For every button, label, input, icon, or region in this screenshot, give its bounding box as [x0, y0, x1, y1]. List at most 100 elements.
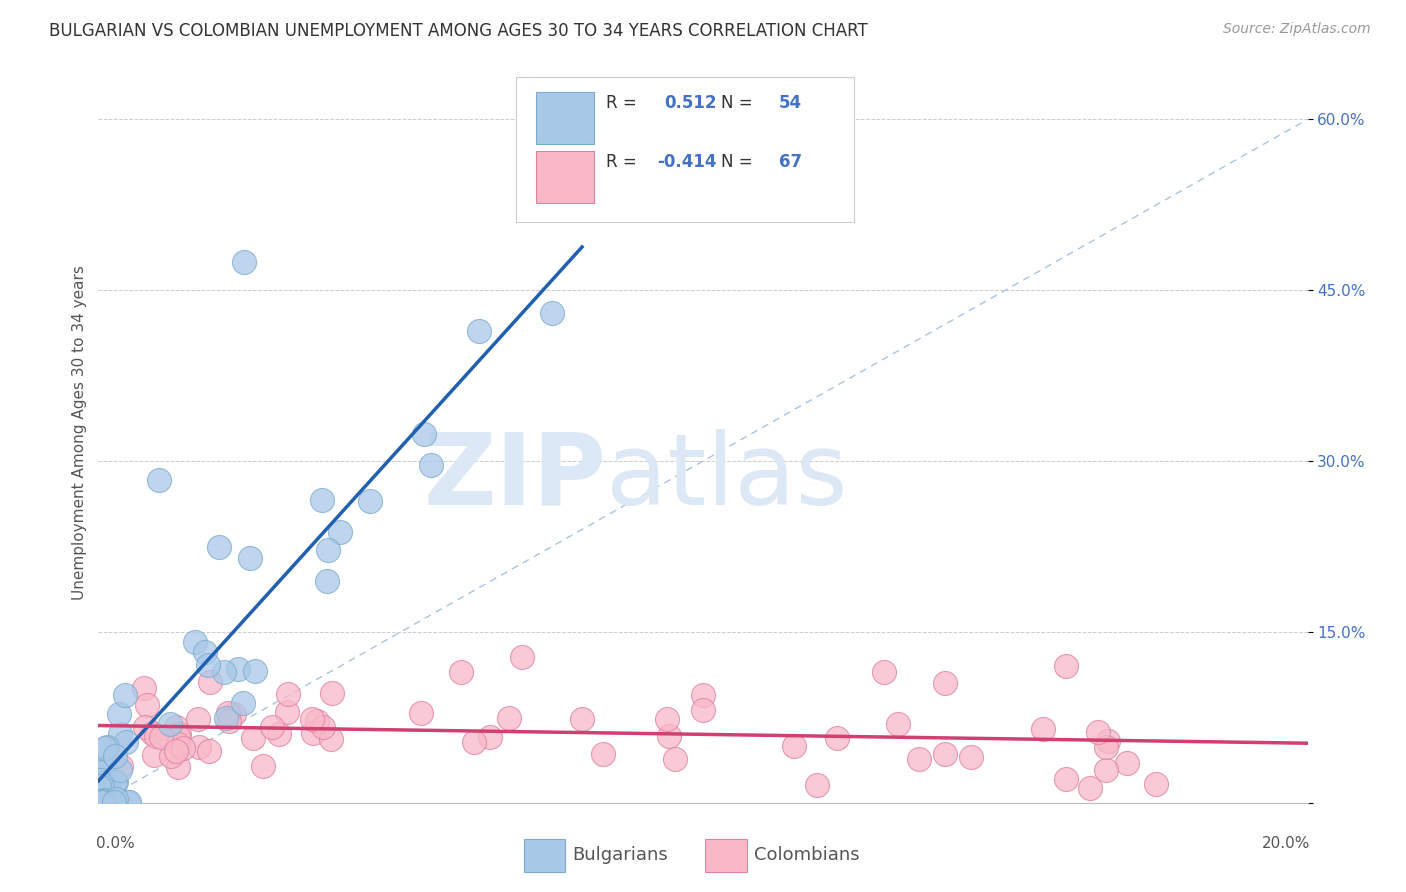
Point: [215, 711, 238, 725]
Point: [97, 795, 120, 809]
Point: [232, 254, 254, 268]
Point: [97, 795, 120, 809]
Point: [277, 687, 299, 701]
Point: [478, 730, 501, 744]
Point: [413, 427, 436, 442]
Point: [657, 712, 679, 726]
Point: [143, 747, 166, 762]
Point: [218, 714, 240, 728]
Point: [194, 645, 217, 659]
Point: [960, 750, 983, 764]
Point: [104, 775, 127, 789]
Point: [571, 712, 593, 726]
Y-axis label: Unemployment Among Ages 30 to 34 years: Unemployment Among Ages 30 to 34 years: [72, 265, 87, 600]
Point: [89, 783, 111, 797]
Point: [198, 675, 221, 690]
Point: [228, 662, 250, 676]
Point: [409, 706, 432, 720]
Point: [315, 574, 337, 588]
Point: [91, 794, 114, 808]
FancyBboxPatch shape: [516, 78, 855, 221]
Point: [1054, 772, 1077, 786]
FancyBboxPatch shape: [524, 839, 565, 871]
Point: [87, 779, 110, 793]
Point: [166, 760, 188, 774]
Point: [463, 735, 485, 749]
Point: [197, 658, 219, 673]
Point: [183, 634, 205, 648]
Point: [468, 325, 491, 339]
Point: [692, 688, 714, 702]
Point: [89, 772, 111, 787]
Point: [110, 727, 132, 741]
Point: [934, 747, 956, 761]
Point: [302, 726, 325, 740]
Text: 0.0%: 0.0%: [96, 836, 135, 851]
Point: [108, 706, 131, 721]
Point: [166, 729, 188, 743]
Point: [239, 551, 262, 566]
Point: [329, 524, 352, 539]
Point: [1078, 781, 1101, 796]
Point: [1032, 722, 1054, 736]
Point: [887, 717, 910, 731]
Text: 54: 54: [779, 95, 803, 112]
Point: [664, 752, 686, 766]
Point: [100, 793, 122, 807]
Point: [217, 706, 239, 720]
Point: [94, 740, 117, 755]
Point: [159, 748, 181, 763]
Point: [311, 492, 333, 507]
Point: [1144, 777, 1167, 791]
Point: [96, 739, 118, 754]
Point: [91, 795, 114, 809]
Point: [262, 720, 284, 734]
Point: [1054, 659, 1077, 673]
Text: 20.0%: 20.0%: [1261, 836, 1310, 851]
Point: [1094, 740, 1116, 755]
Point: [1116, 756, 1139, 770]
Point: [87, 765, 110, 780]
Point: [117, 795, 139, 809]
Point: [1097, 734, 1119, 748]
Point: [269, 726, 291, 740]
Text: ZIP: ZIP: [423, 428, 606, 525]
Point: [104, 792, 127, 806]
Point: [110, 759, 132, 773]
Point: [510, 650, 533, 665]
Point: [89, 795, 111, 809]
Point: [165, 720, 187, 734]
Point: [276, 706, 298, 720]
FancyBboxPatch shape: [536, 152, 595, 203]
Point: [114, 688, 136, 702]
Point: [117, 795, 139, 809]
Text: N =: N =: [721, 95, 758, 112]
Point: [100, 772, 122, 786]
Point: [243, 664, 266, 678]
Point: [90, 794, 112, 808]
Point: [94, 764, 117, 778]
Text: R =: R =: [606, 95, 643, 112]
Point: [87, 789, 110, 804]
Point: [825, 731, 848, 745]
Text: R =: R =: [606, 153, 643, 171]
Point: [222, 707, 245, 722]
Point: [93, 762, 115, 776]
Point: [934, 676, 956, 690]
Point: [136, 698, 159, 712]
Point: [91, 776, 114, 790]
Point: [198, 744, 221, 758]
Point: [420, 458, 443, 472]
Point: [188, 740, 211, 755]
Point: [105, 774, 128, 789]
Point: [873, 665, 896, 679]
Point: [783, 739, 806, 753]
Point: [321, 732, 343, 747]
Point: [312, 720, 335, 734]
Point: [167, 727, 190, 741]
Point: [540, 306, 562, 320]
Point: [301, 713, 323, 727]
Point: [806, 778, 828, 792]
Point: [96, 795, 118, 809]
Text: -0.414: -0.414: [657, 153, 717, 171]
